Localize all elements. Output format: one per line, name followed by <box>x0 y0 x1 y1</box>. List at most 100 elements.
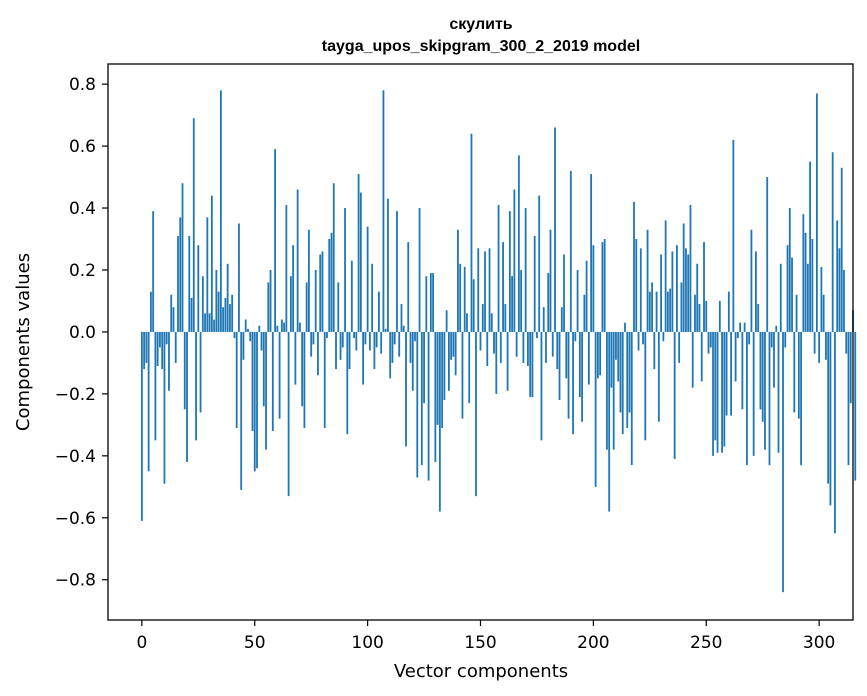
bar <box>224 297 227 332</box>
bar <box>174 331 177 363</box>
bar <box>247 328 249 332</box>
bar <box>585 260 588 332</box>
bar <box>698 304 701 332</box>
bar <box>669 288 672 332</box>
bar <box>522 331 525 363</box>
bar <box>626 331 629 428</box>
bar <box>181 183 184 332</box>
y-tick-label: 0.0 <box>69 323 96 343</box>
bar <box>739 322 742 332</box>
bar <box>610 331 613 388</box>
bar <box>463 266 466 332</box>
bar <box>712 331 714 456</box>
bar <box>694 294 696 332</box>
bar <box>362 331 365 385</box>
bar <box>590 173 593 332</box>
bar <box>414 331 416 342</box>
bar <box>809 161 812 332</box>
bar <box>540 331 543 441</box>
bar <box>235 331 238 428</box>
bar <box>619 331 622 413</box>
bar <box>840 167 843 332</box>
bar <box>159 331 161 348</box>
bar <box>335 331 337 370</box>
bar <box>269 269 272 332</box>
bar <box>222 307 225 332</box>
bar <box>700 331 703 382</box>
bar <box>488 248 491 332</box>
bar <box>705 300 708 332</box>
bar <box>802 214 805 332</box>
bar <box>599 331 602 376</box>
bar <box>154 331 157 441</box>
bar <box>305 282 308 332</box>
bar <box>441 331 444 428</box>
bar <box>201 276 204 332</box>
bar <box>249 331 252 342</box>
bar <box>425 276 428 332</box>
bar <box>549 229 552 332</box>
bar <box>497 204 500 332</box>
bar <box>475 331 477 497</box>
bar <box>380 331 383 354</box>
bar <box>298 322 301 332</box>
bar <box>520 269 523 332</box>
bar <box>260 331 263 351</box>
bar <box>662 331 665 342</box>
bar <box>161 331 164 370</box>
bar <box>332 183 335 332</box>
bar <box>317 331 319 376</box>
bar <box>179 217 182 332</box>
bar <box>423 331 425 404</box>
bar <box>813 331 816 354</box>
bar <box>443 331 446 401</box>
bar <box>827 331 830 484</box>
bar <box>800 331 802 466</box>
bar <box>601 242 604 332</box>
bar <box>606 331 608 450</box>
bar <box>556 331 559 370</box>
y-tick-label: −0.8 <box>55 571 96 591</box>
bar <box>353 331 355 339</box>
bar <box>637 331 640 351</box>
bar <box>838 248 841 332</box>
bar <box>427 331 430 481</box>
bar <box>624 322 626 332</box>
bar <box>213 319 216 332</box>
bar <box>477 248 480 332</box>
bar <box>741 331 744 410</box>
bar <box>438 331 441 512</box>
bar <box>420 331 423 466</box>
bar <box>188 235 191 332</box>
bar <box>346 331 349 435</box>
bar <box>468 331 471 404</box>
bar <box>375 331 378 348</box>
bar <box>784 331 787 348</box>
x-tick-label: 300 <box>803 633 835 653</box>
bar <box>271 331 274 432</box>
bar <box>646 229 649 332</box>
bar <box>721 331 723 453</box>
bar <box>567 331 570 419</box>
bar <box>761 331 764 422</box>
bar <box>326 331 328 339</box>
bar <box>470 133 473 332</box>
bar <box>515 331 518 357</box>
bar <box>481 304 484 332</box>
bar <box>256 331 258 469</box>
bar <box>357 173 360 332</box>
bar <box>147 331 150 472</box>
y-tick-label: 0.8 <box>69 75 96 95</box>
bar <box>238 223 240 332</box>
bar <box>545 331 547 363</box>
bar <box>229 304 231 332</box>
bar <box>820 266 823 332</box>
bar <box>204 313 206 332</box>
bar <box>788 208 791 332</box>
bar <box>569 170 572 332</box>
bar <box>389 331 392 379</box>
bar <box>405 331 407 447</box>
bar <box>165 331 168 345</box>
bar <box>621 331 624 435</box>
